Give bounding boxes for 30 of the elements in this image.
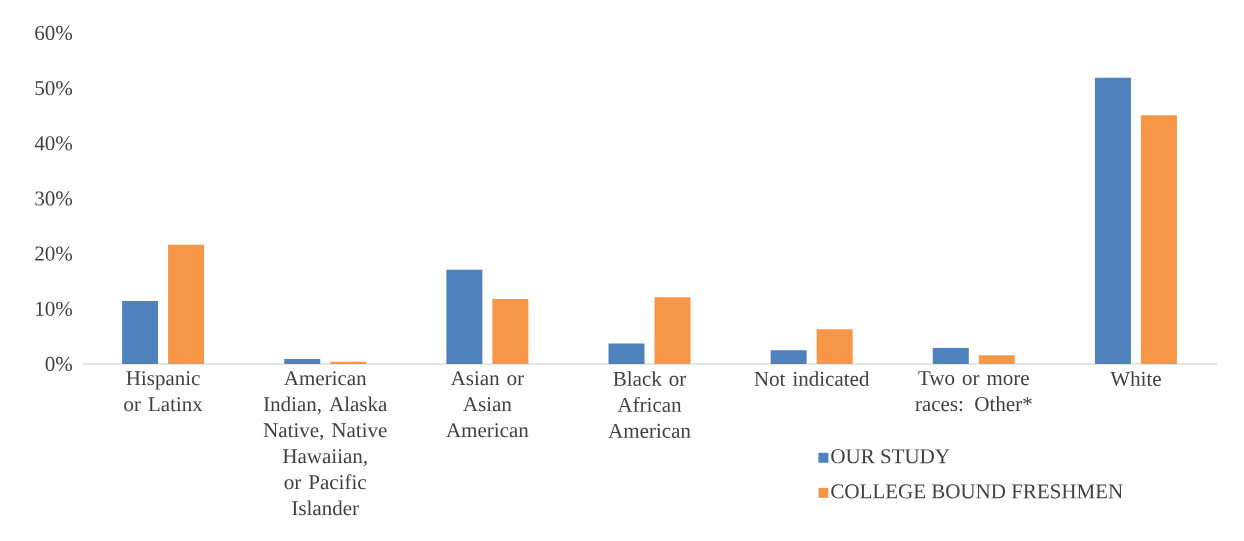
y-tick-label: 20%: [35, 246, 73, 261]
x-tick-label: Hispanic or Latinx: [124, 371, 203, 412]
y-tick-label: 10%: [36, 301, 73, 316]
x-tick-label: White: [1110, 371, 1161, 387]
y-tick-label: 40%: [34, 136, 73, 151]
x-tick-label: American Indian, Alaska Native, Native Hawaiian, or Pacific Islander: [263, 371, 388, 516]
bar: [608, 343, 645, 364]
bar: [978, 355, 1015, 364]
x-tick-label: Black or African American: [608, 371, 691, 438]
bar: [284, 359, 321, 364]
x-tick-label: Not indicated: [754, 371, 870, 386]
bar: [492, 298, 529, 364]
bar: [932, 347, 969, 364]
y-tick-label: 30%: [35, 191, 73, 206]
bar: [1094, 77, 1131, 364]
bar: [330, 361, 367, 364]
bar: [816, 329, 853, 364]
bar: [446, 269, 483, 364]
y-tick-label: 50%: [35, 81, 73, 96]
y-tick-label: 60%: [35, 25, 73, 41]
bar: [654, 297, 691, 364]
bar: [1140, 115, 1177, 364]
x-tick-label: Two or more races: Other*: [915, 371, 1032, 412]
bar: [168, 244, 205, 364]
legend-label: OUR STUDY: [831, 449, 950, 464]
legend-label: COLLEGE BOUND FRESHMEN: [831, 484, 1123, 499]
y-tick-label: 0%: [45, 356, 73, 372]
x-tick-label: Asian or Asian American: [446, 371, 529, 438]
bar: [770, 350, 807, 364]
bar: [122, 301, 159, 364]
